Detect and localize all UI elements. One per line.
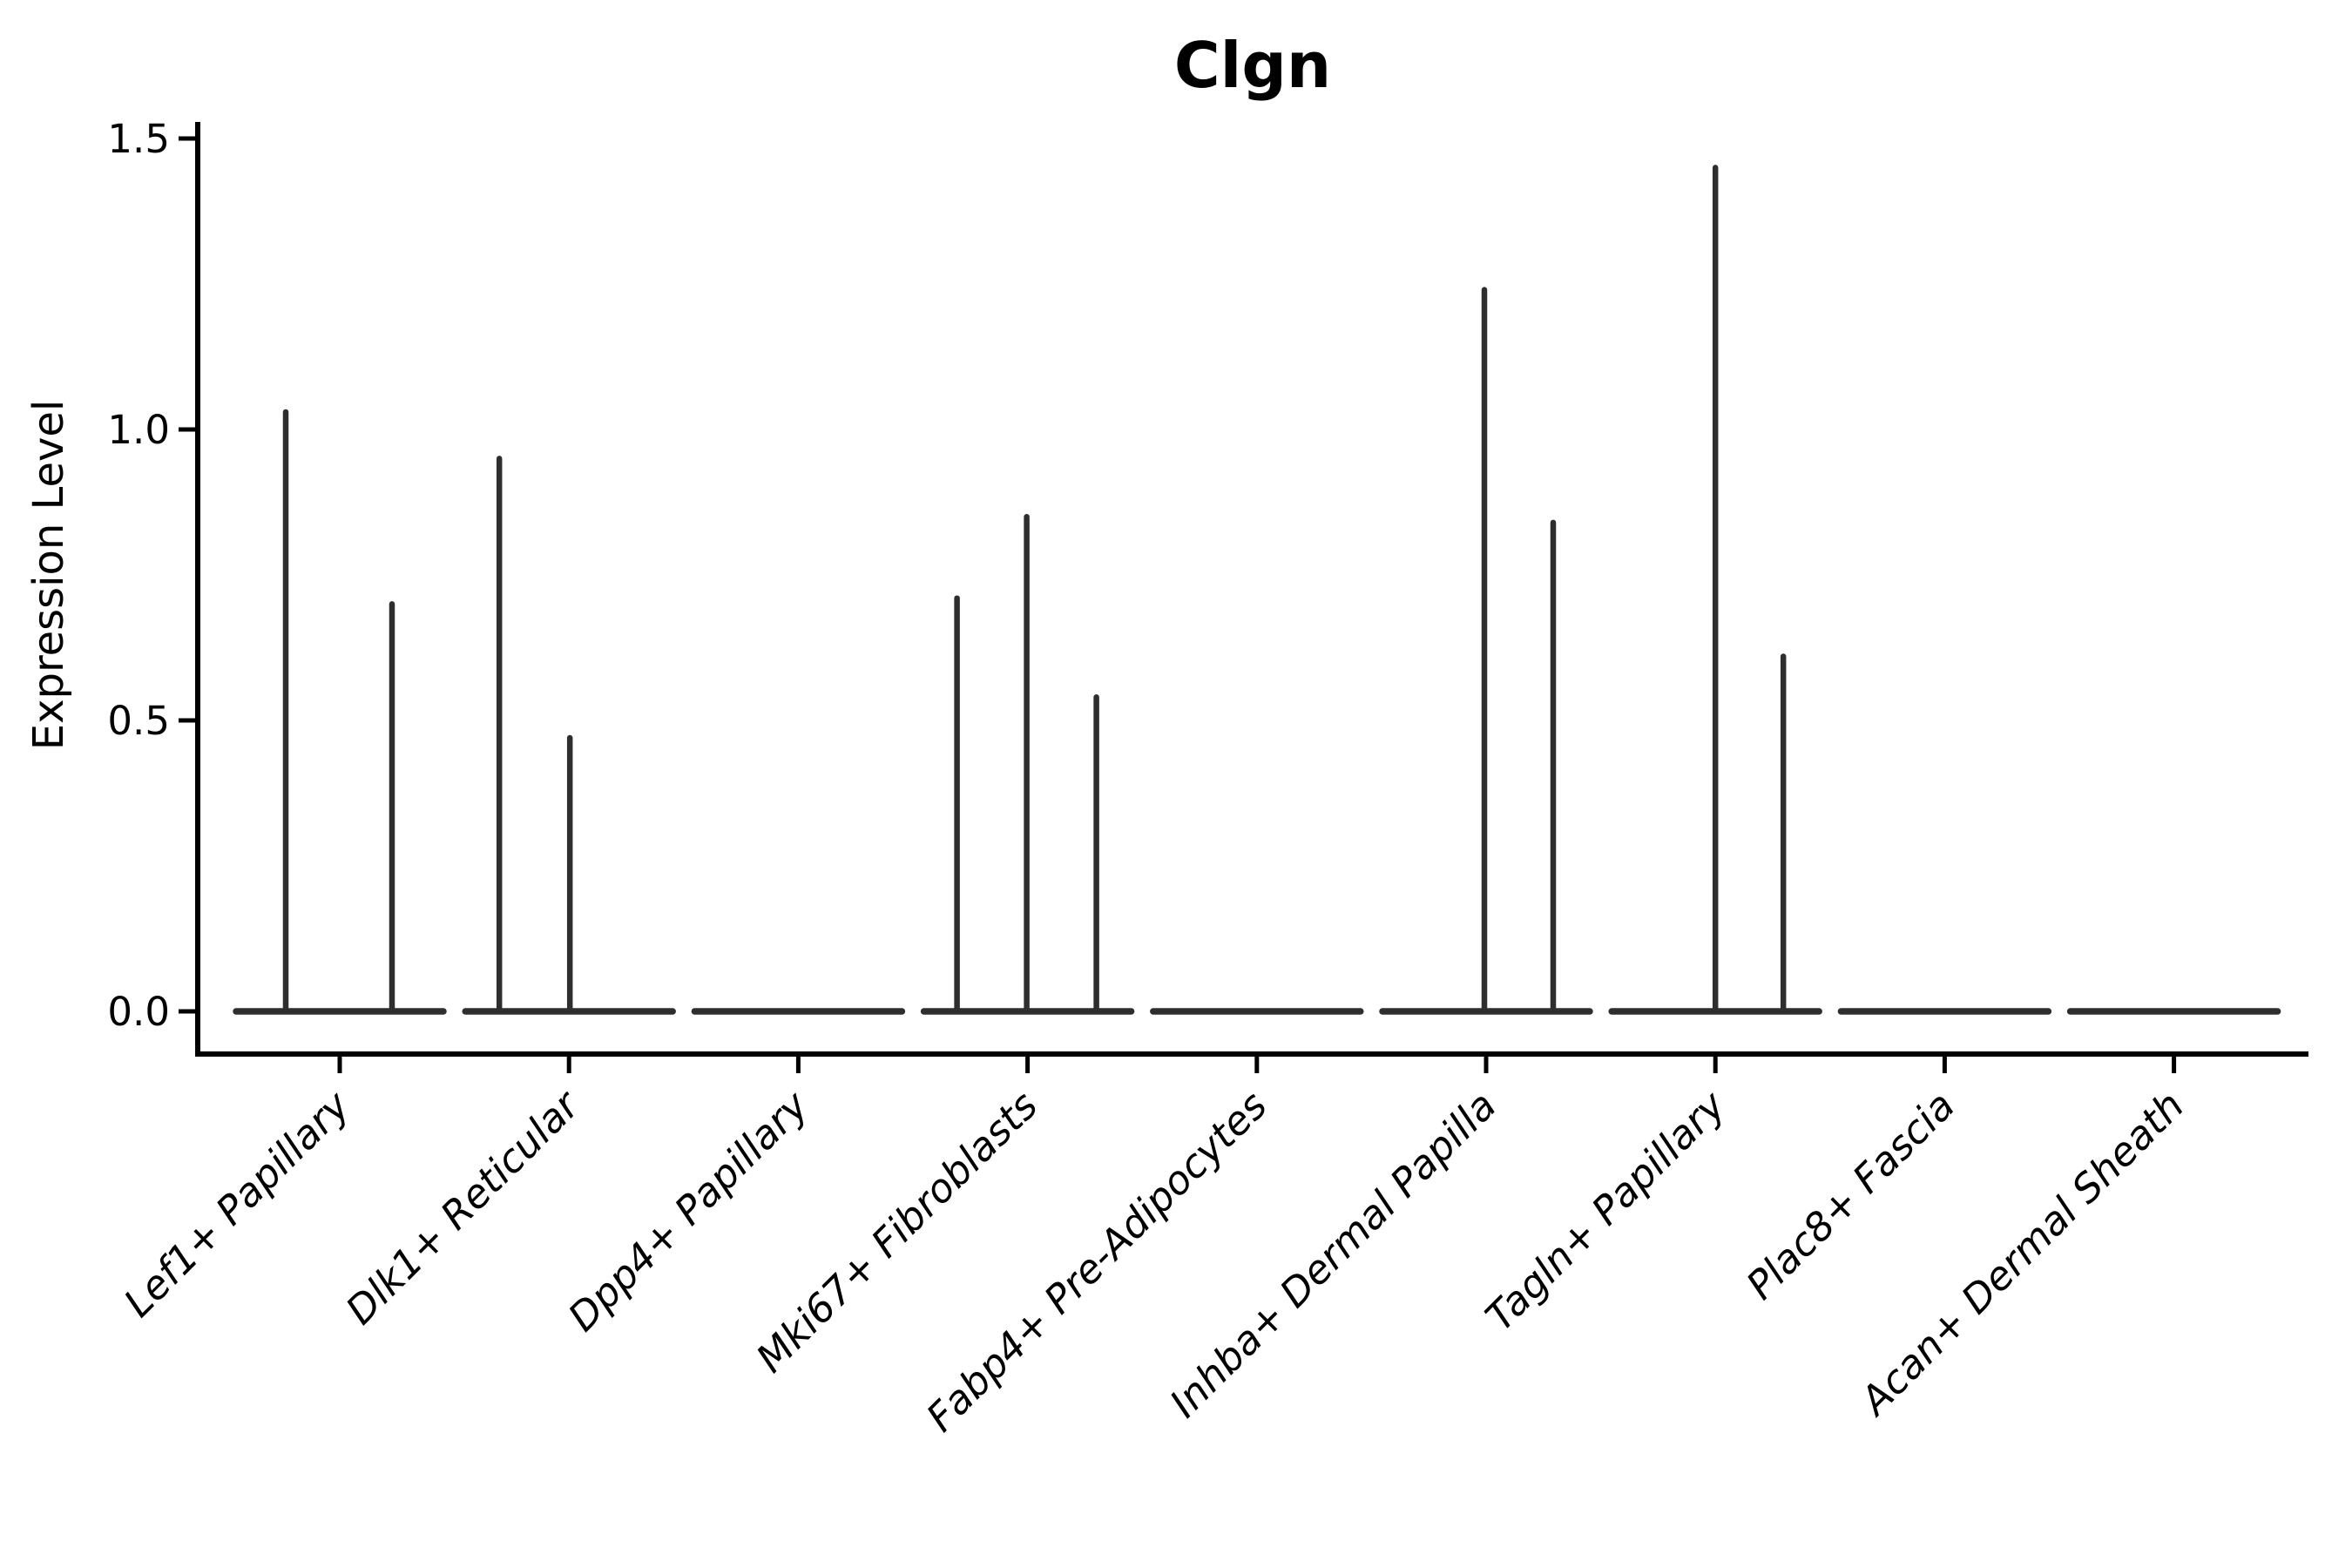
violin [462,456,676,1015]
y-tick-label: 0.5 [107,698,170,744]
y-tick-label: 1.5 [107,116,170,162]
violin [1379,287,1593,1015]
x-category-label: Dlk1+ Reticular [337,1081,590,1334]
y-axis-label: Expression Level [24,400,73,751]
chart-title: Clgn [1174,29,1331,102]
y-tick-label: 0.0 [107,989,170,1035]
y-tick-label: 1.0 [107,407,170,453]
x-category-label: Lef1+ Papillary [115,1081,360,1326]
violin [920,513,1135,1015]
violins-group [233,165,2281,1015]
y-axis-ticks: 0.0 0.5 1.0 1.5 [107,116,198,1035]
violin [233,409,447,1015]
violin [1608,165,1822,1015]
x-category-label: Dpp4+ Papillary [559,1081,818,1340]
x-category-label: Plac8+ Fascia [1737,1082,1963,1308]
x-category-label: Tagln+ Papillary [1477,1081,1735,1340]
